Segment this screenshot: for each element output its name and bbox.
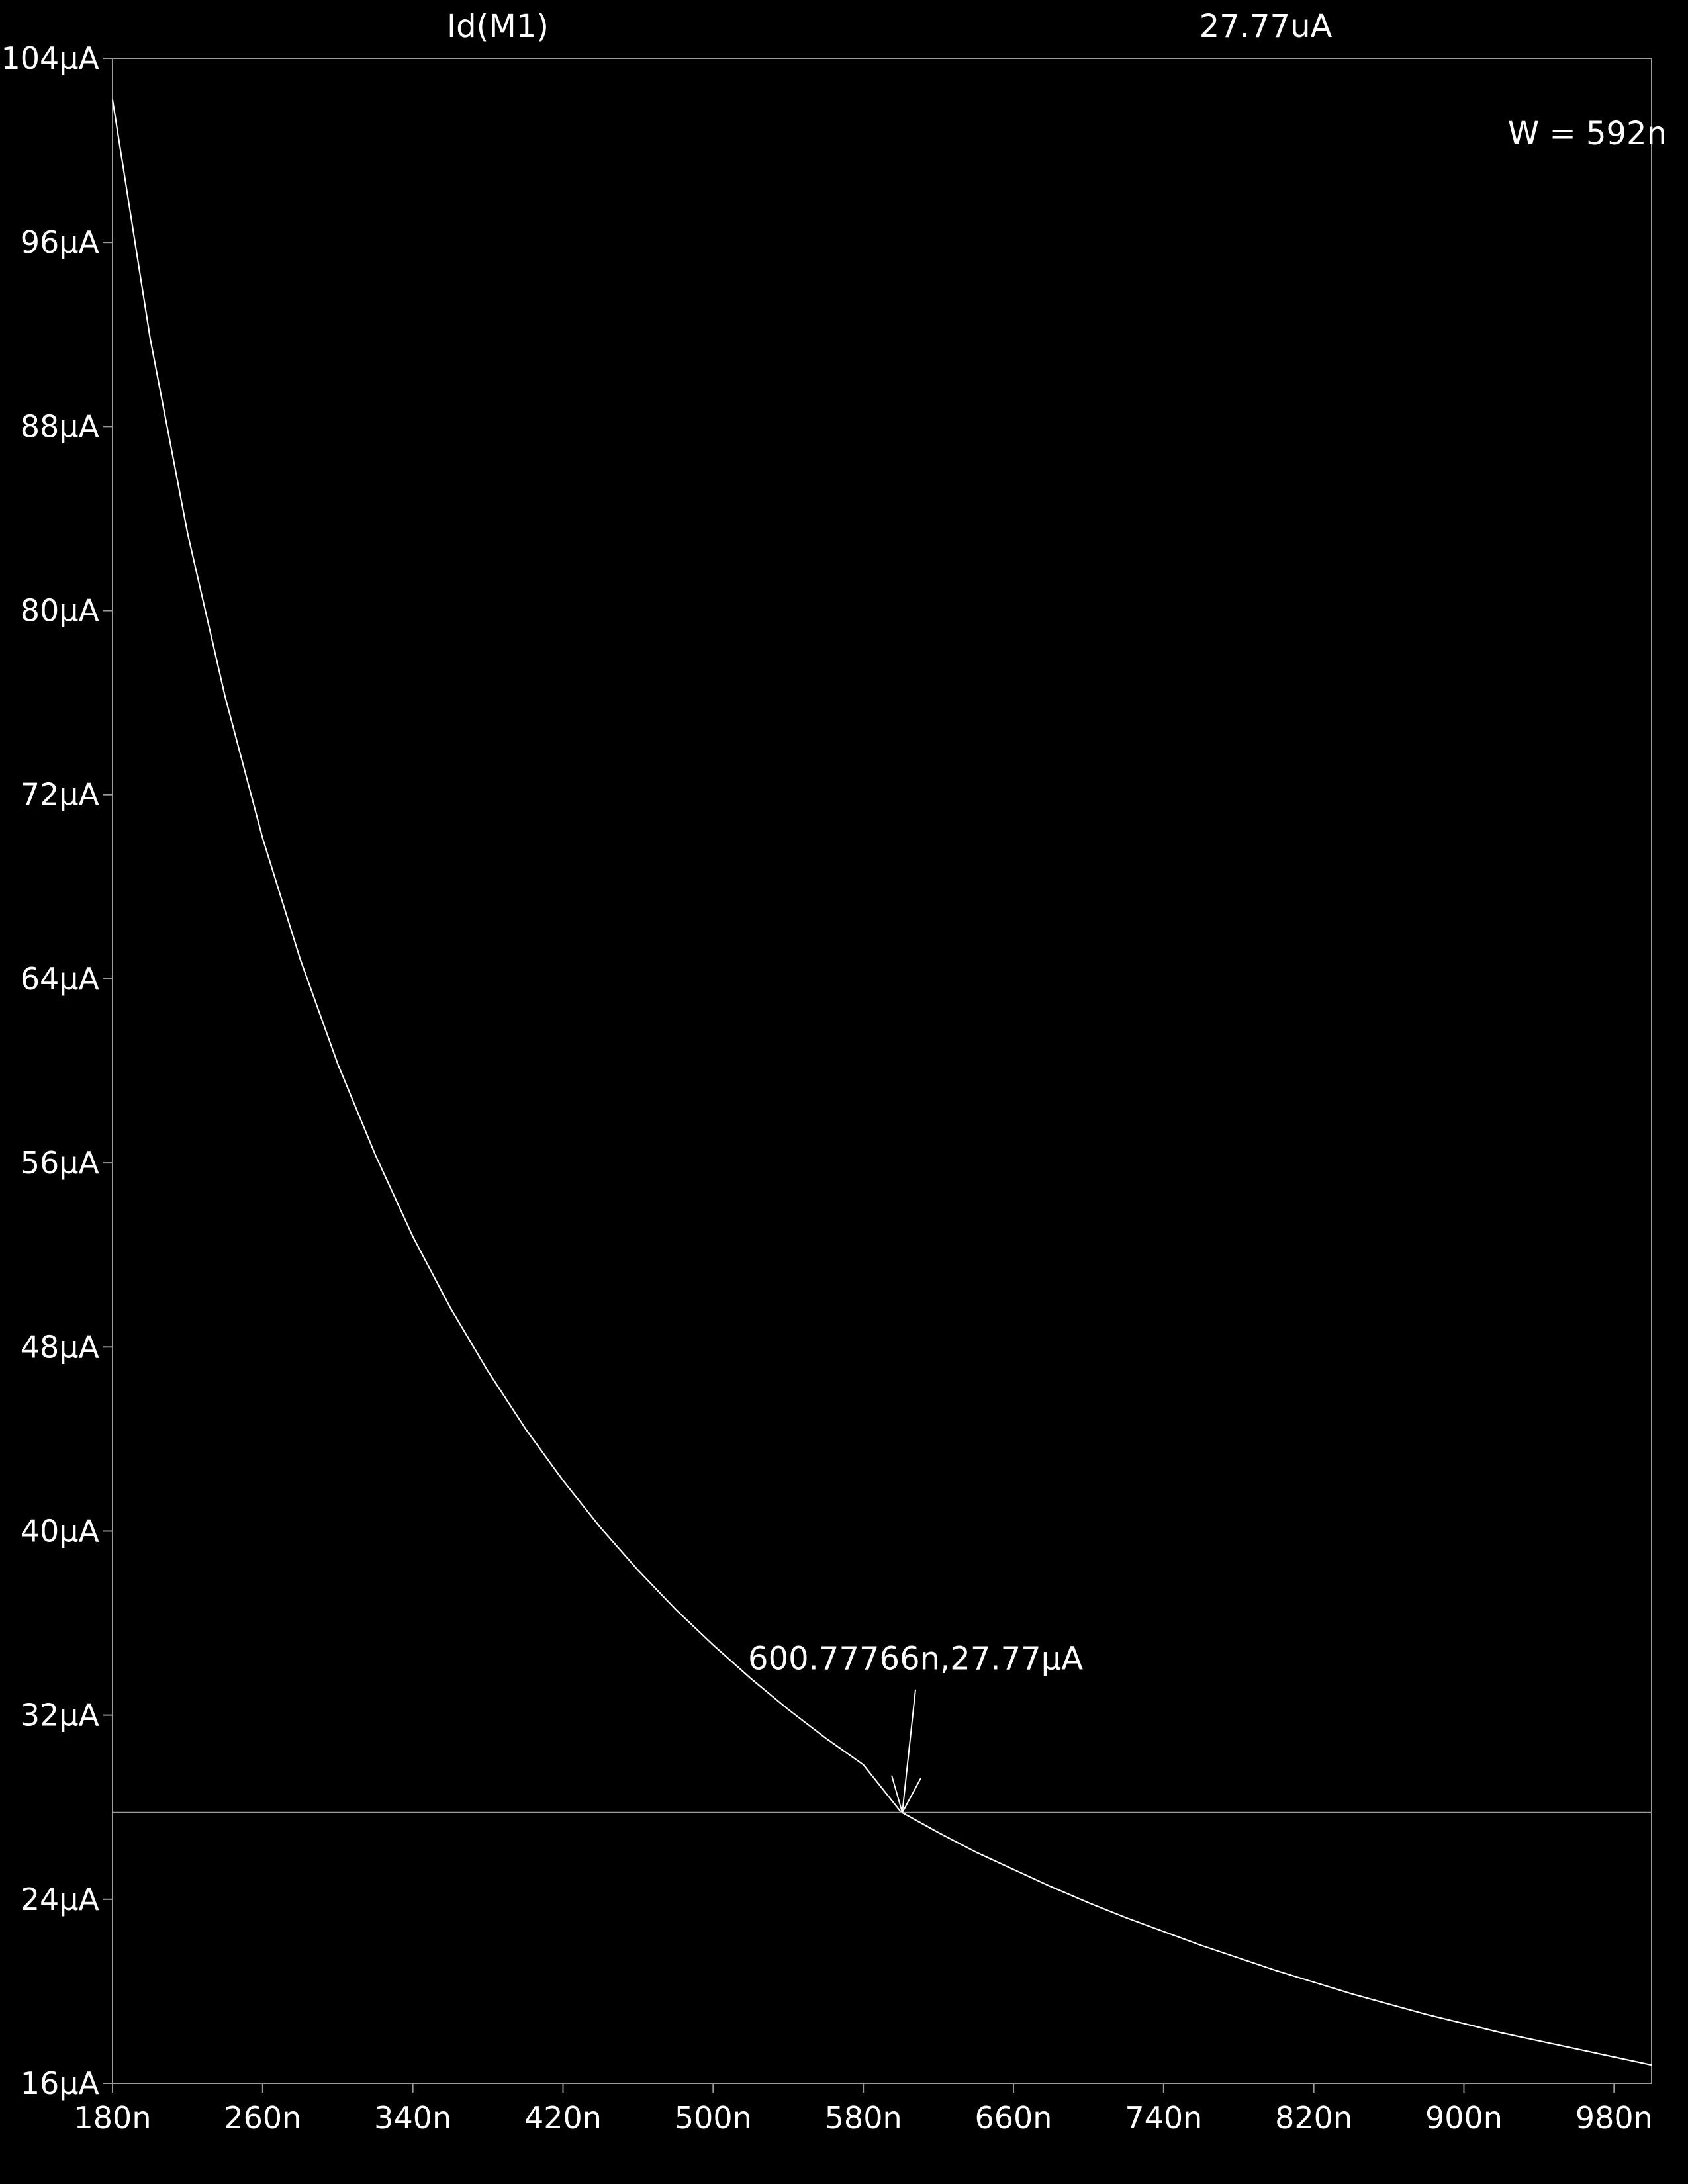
y-tick-label: 96µA (21, 224, 100, 260)
x-tick-label: 900n (1425, 2100, 1503, 2136)
y-tick-label: 64µA (21, 961, 100, 997)
x-tick-label: 500n (675, 2100, 752, 2136)
cursor-layer: 600.77766n,27.77µA (113, 1641, 1652, 1813)
y-tick-label: 24µA (21, 1882, 100, 1917)
x-tick-label: 740n (1125, 2100, 1202, 2136)
cursor-value-readout: 27.77uA (1199, 8, 1333, 45)
x-tick-label: 340n (374, 2100, 451, 2136)
x-axis: 180n 260n 340n 420n 500n 580n 660n 740n 820n 900n… (74, 2083, 1653, 2136)
y-tick-label: 32µA (21, 1698, 100, 1733)
series-layer (111, 99, 1652, 2066)
y-tick-label: 16µA (21, 2066, 100, 2101)
y-tick-label: 56µA (21, 1145, 100, 1181)
y-tick-label: 88µA (21, 408, 100, 444)
y-tick-label: 40µA (21, 1513, 100, 1549)
y-axis: 104µA 96µA 88µA 80µA 72µA 64µA 56µA 48µA 40µA 32µ… (1, 40, 113, 2101)
cursor-point-label: 600.77766n,27.77µA (748, 1641, 1083, 1678)
x-tick-label: 420n (524, 2100, 602, 2136)
plot-frame (112, 58, 1652, 2084)
y-tick-label: 48µA (21, 1329, 100, 1365)
y-tick-label: 72µA (21, 777, 100, 813)
x-tick-label: 580n (825, 2100, 902, 2136)
y-tick-label: 104µA (1, 40, 99, 76)
y-tick-label: 80µA (21, 593, 100, 629)
x-tick-label: 260n (224, 2100, 301, 2136)
parameter-annotation: W = 592n (1508, 115, 1667, 152)
x-tick-label: 180n (74, 2100, 152, 2136)
series-line (111, 99, 1652, 2066)
cursor-arrow-head-left (891, 1775, 904, 1813)
cursor-arrow-head-right (902, 1778, 921, 1813)
x-tick-label: 820n (1275, 2100, 1352, 2136)
x-tick-label: 980n (1575, 2100, 1653, 2136)
trace-name[interactable]: Id(M1) (447, 8, 549, 45)
cursor-arrow-shaft (902, 1689, 917, 1813)
x-tick-label: 660n (974, 2100, 1052, 2136)
